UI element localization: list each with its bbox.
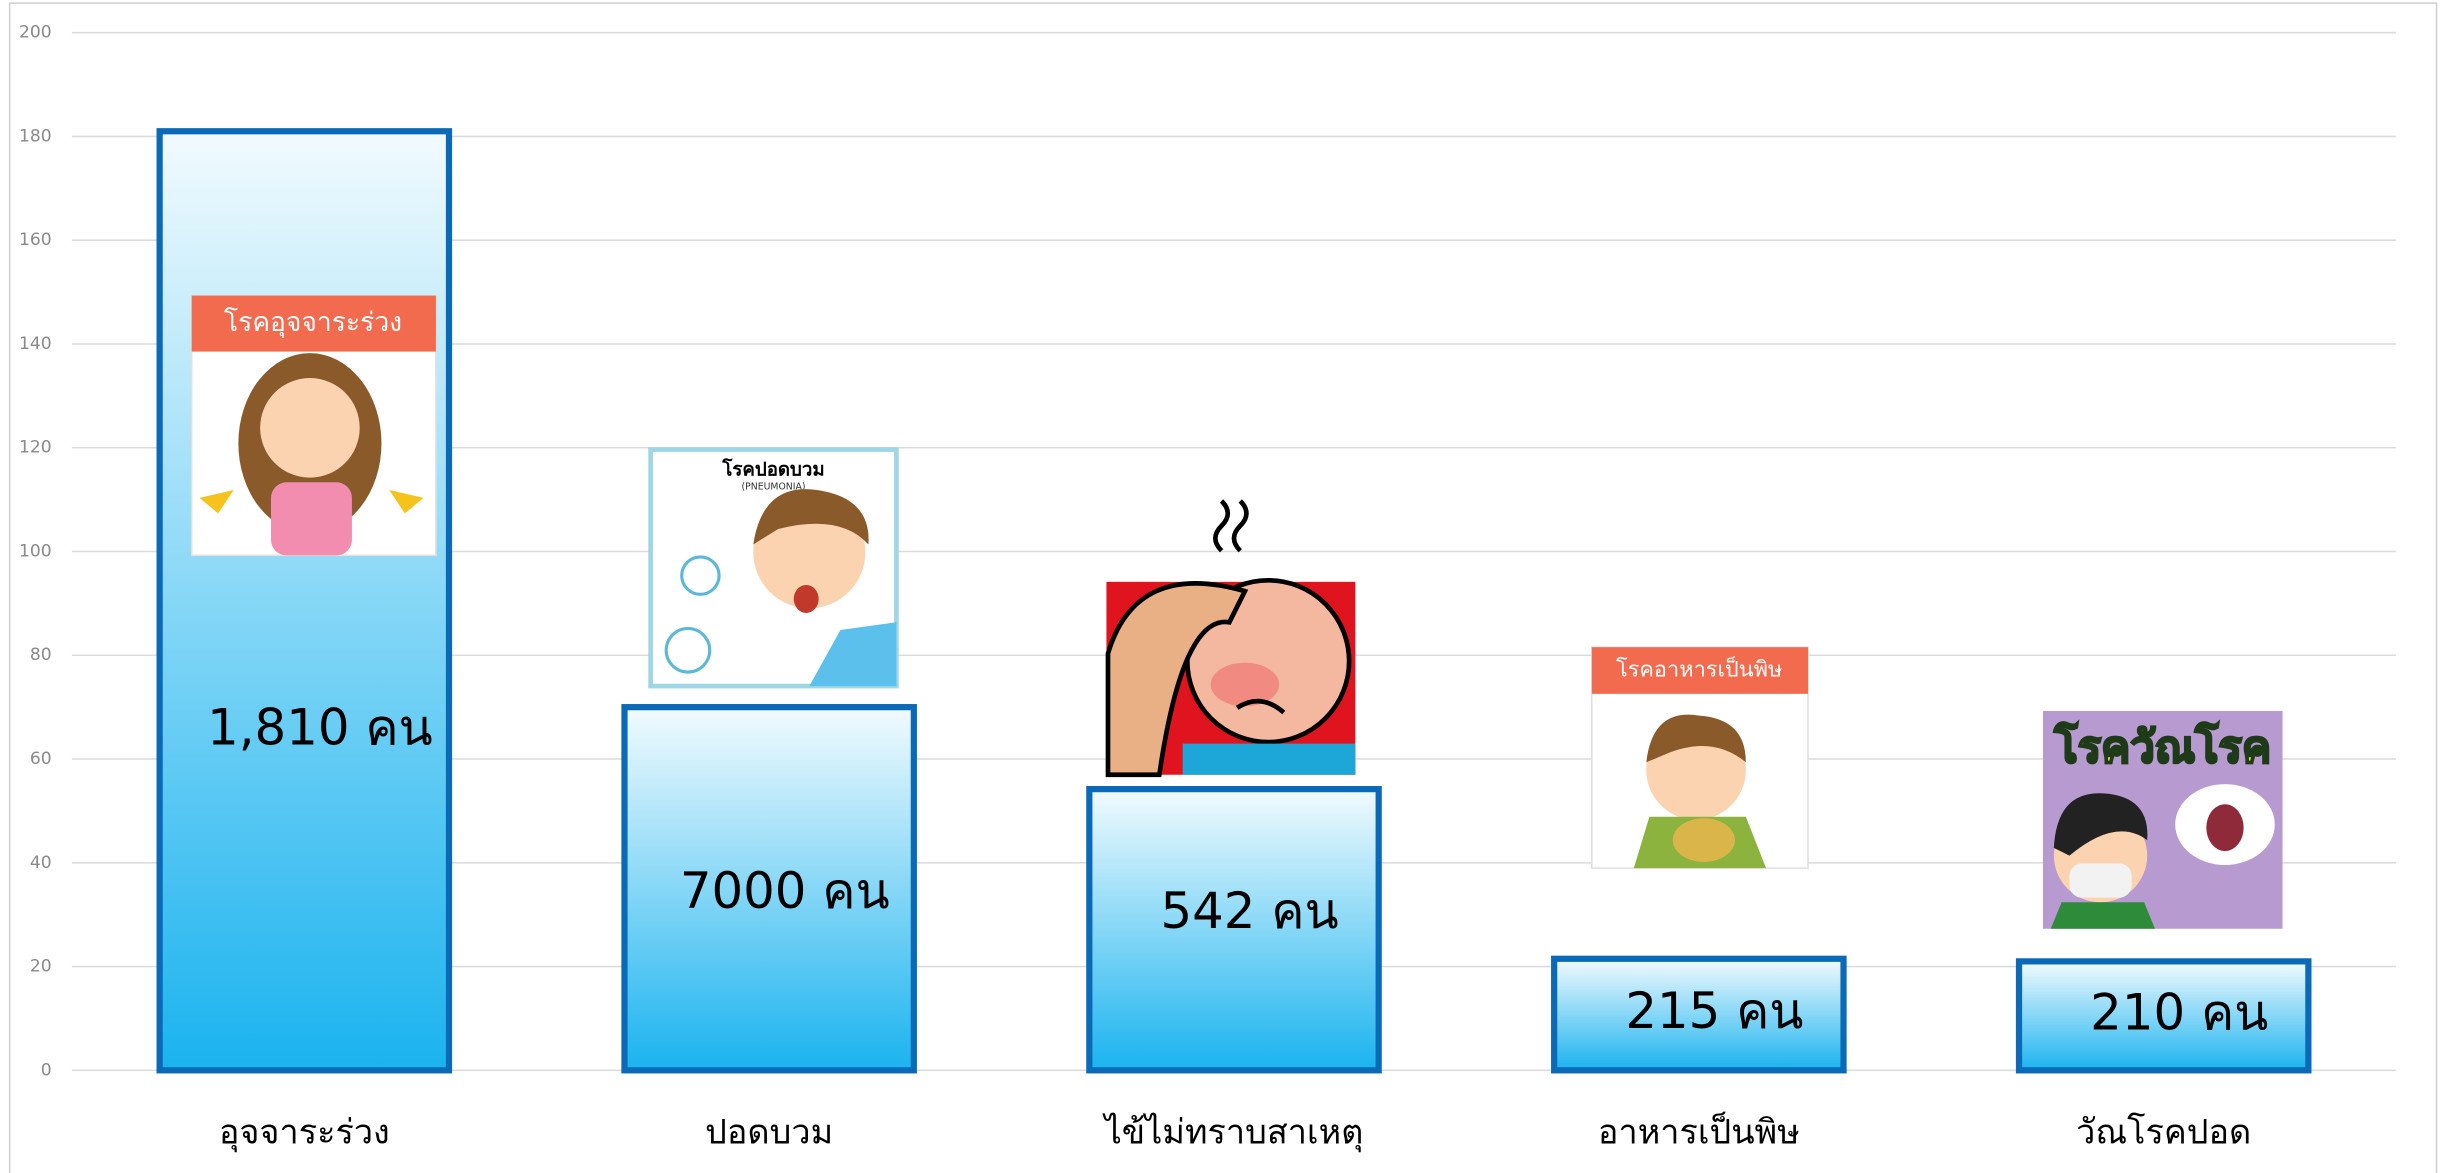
y-tick-label: 80	[30, 645, 52, 665]
illustration-pneumonia: โรคปอดบวม (PNEUMONIA)	[651, 450, 897, 686]
lungs	[2206, 804, 2243, 851]
value-label: 215 คน	[1625, 982, 1803, 1040]
illustration-tuberculosis: โรควัณโรค	[2043, 711, 2283, 929]
y-tick-label: 180	[19, 126, 52, 146]
x-tick-label: ไข้ไม่ทราบสาเหตุ	[1102, 1113, 1364, 1153]
page: 0 20 40 60 80 100 120 140 160 180 200 โรคอุจจาระร่…	[0, 0, 2440, 1173]
y-tick-label: 200	[19, 23, 52, 43]
x-tick-label: อุจจาระร่วง	[219, 1113, 390, 1153]
y-tick-label: 140	[19, 334, 52, 354]
x-tick-label: อาหารเป็นพิษ	[1598, 1111, 1800, 1153]
x-tick-label: วัณโรคปอด	[2076, 1113, 2251, 1153]
illustration-food-poisoning: โรคอาหารเป็นพิษ	[1592, 647, 1808, 868]
value-label: 7000 คน	[680, 862, 890, 920]
y-tick-label: 40	[30, 853, 52, 873]
y-tick-label: 100	[19, 541, 52, 561]
value-label: 1,810 คน	[207, 699, 433, 757]
y-tick-label: 20	[30, 957, 52, 977]
value-label: 210 คน	[2090, 983, 2268, 1041]
illustration-title: โรคปอดบวม	[721, 457, 824, 480]
vomit	[1673, 818, 1735, 862]
y-tick-label: 60	[30, 749, 52, 769]
bar	[160, 131, 449, 1070]
mask	[2069, 863, 2131, 897]
illustration-title: โรคอุจจาระร่วง	[224, 307, 402, 338]
x-tick-label: ปอดบวม	[705, 1113, 833, 1153]
illustration-diarrhea: โรคอุจจาระร่วง	[192, 296, 436, 556]
illustration-title: โรคอาหารเป็นพิษ	[1616, 655, 1782, 683]
cheek	[1211, 663, 1279, 707]
face	[260, 378, 360, 478]
y-tick-label: 0	[41, 1060, 52, 1080]
value-label: 542 คน	[1160, 882, 1338, 940]
shirt	[1183, 744, 1356, 775]
chart: 0 20 40 60 80 100 120 140 160 180 200 โรคอุจจาระร่…	[0, 0, 2440, 1173]
y-tick-label: 120	[19, 438, 52, 458]
shirt	[2051, 902, 2155, 928]
fever-lines	[1215, 501, 1246, 551]
illustration-title: โรควัณโรค	[2053, 721, 2271, 773]
mouth	[794, 585, 819, 613]
y-tick-label: 160	[19, 230, 52, 250]
illustration-fever	[1106, 501, 1355, 775]
body	[271, 482, 352, 555]
